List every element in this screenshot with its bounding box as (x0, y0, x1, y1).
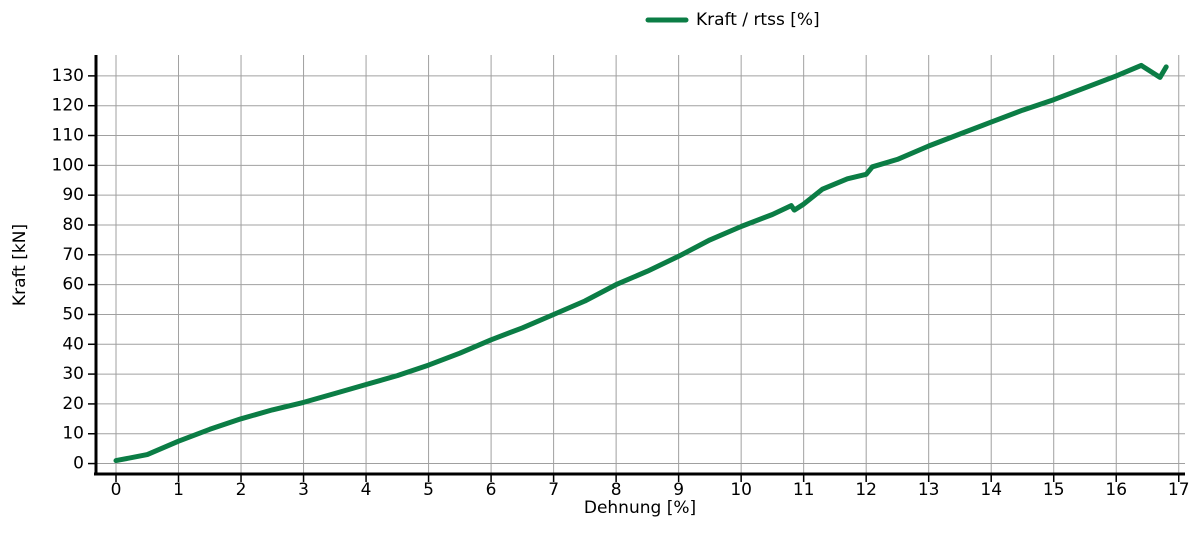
x-tick-label: 15 (1043, 480, 1065, 500)
x-tick-label: 13 (918, 480, 940, 500)
x-tick-label: 1 (173, 480, 184, 500)
y-tick-label: 70 (62, 245, 84, 265)
y-tick-label: 10 (62, 424, 84, 444)
y-tick-label: 100 (52, 155, 84, 175)
x-tick-label: 11 (793, 480, 815, 500)
y-tick-label: 80 (62, 215, 84, 235)
y-tick-label: 60 (62, 275, 84, 295)
y-axis-label: Kraft [kN] (10, 224, 30, 306)
y-tick-label: 30 (62, 364, 84, 384)
legend-label: Kraft / rtss [%] (696, 10, 820, 30)
y-tick-label: 50 (62, 304, 84, 324)
x-tick-label: 9 (673, 480, 684, 500)
y-tick-label: 120 (52, 96, 84, 116)
x-axis-label: Dehnung [%] (584, 498, 696, 518)
y-tick-label: 90 (62, 185, 84, 205)
x-tick-label: 4 (361, 480, 372, 500)
x-tick-label: 6 (486, 480, 497, 500)
x-tick-label: 8 (611, 480, 622, 500)
x-tick-label: 14 (980, 480, 1002, 500)
x-tick-label: 10 (730, 480, 752, 500)
y-tick-label: 130 (52, 66, 84, 86)
x-tick-label: 0 (111, 480, 122, 500)
x-tick-label: 2 (236, 480, 247, 500)
x-tick-label: 17 (1168, 480, 1190, 500)
x-tick-label: 12 (855, 480, 877, 500)
y-tick-label: 20 (62, 394, 84, 414)
y-tick-label: 0 (73, 454, 84, 474)
y-tick-label: 40 (62, 334, 84, 354)
x-tick-label: 5 (423, 480, 434, 500)
x-tick-label: 16 (1105, 480, 1127, 500)
x-tick-label: 7 (548, 480, 559, 500)
data-line (113, 62, 1169, 464)
y-tick-label: 110 (52, 126, 84, 146)
x-tick-label: 3 (298, 480, 309, 500)
